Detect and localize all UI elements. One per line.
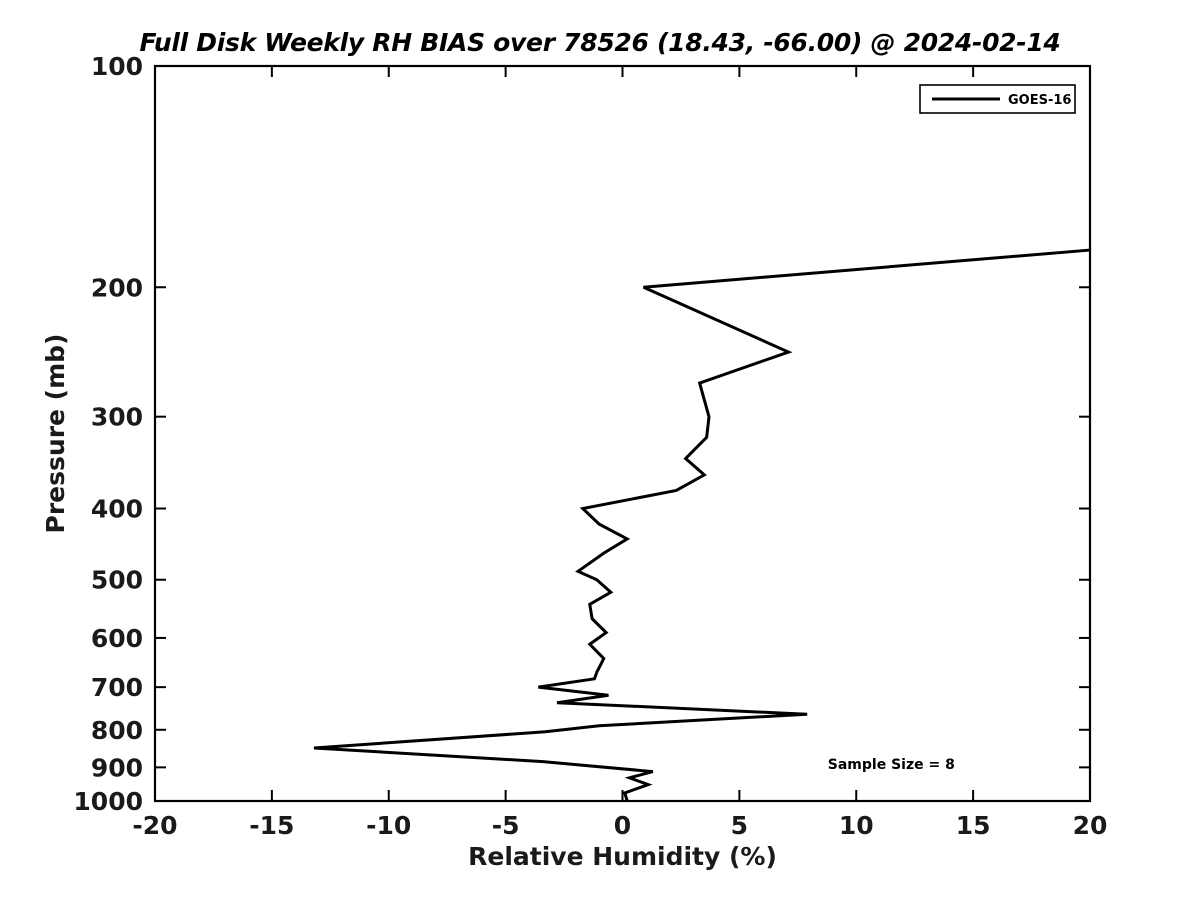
- annotation-sample-size: Sample Size = 8: [828, 757, 955, 773]
- x-tick-label--10: -10: [366, 811, 411, 840]
- plot-frame: [153, 64, 1092, 803]
- y-tick-label-300: 300: [91, 403, 143, 432]
- y-tick-label-400: 400: [91, 495, 143, 524]
- legend-label-GOES-16: GOES-16: [1008, 93, 1071, 108]
- x-tick-label-15: 15: [956, 811, 991, 840]
- x-tick-label--5: -5: [492, 811, 520, 840]
- x-tick-label-5: 5: [731, 811, 748, 840]
- y-axis-label: Pressure (mb): [41, 334, 70, 534]
- y-tick-label-800: 800: [91, 716, 143, 745]
- x-tick-label--15: -15: [249, 811, 294, 840]
- x-axis-label: Relative Humidity (%): [468, 842, 777, 871]
- y-tick-label-600: 600: [91, 624, 143, 653]
- series-line-GOES-16: [313, 248, 1091, 802]
- y-tick-label-500: 500: [91, 566, 143, 595]
- x-tick-label-20: 20: [1073, 811, 1108, 840]
- x-tick-label-0: 0: [614, 811, 631, 840]
- y-tick-label-700: 700: [91, 673, 143, 702]
- page-title: Full Disk Weekly RH BIAS over 78526 (18.…: [139, 28, 1061, 57]
- y-tick-label-900: 900: [91, 753, 143, 782]
- y-tick-label-100: 100: [91, 52, 143, 81]
- x-tick-label--20: -20: [132, 811, 177, 840]
- y-tick-label-1000: 1000: [73, 787, 143, 816]
- y-tick-label-200: 200: [91, 273, 143, 302]
- x-tick-label-10: 10: [839, 811, 874, 840]
